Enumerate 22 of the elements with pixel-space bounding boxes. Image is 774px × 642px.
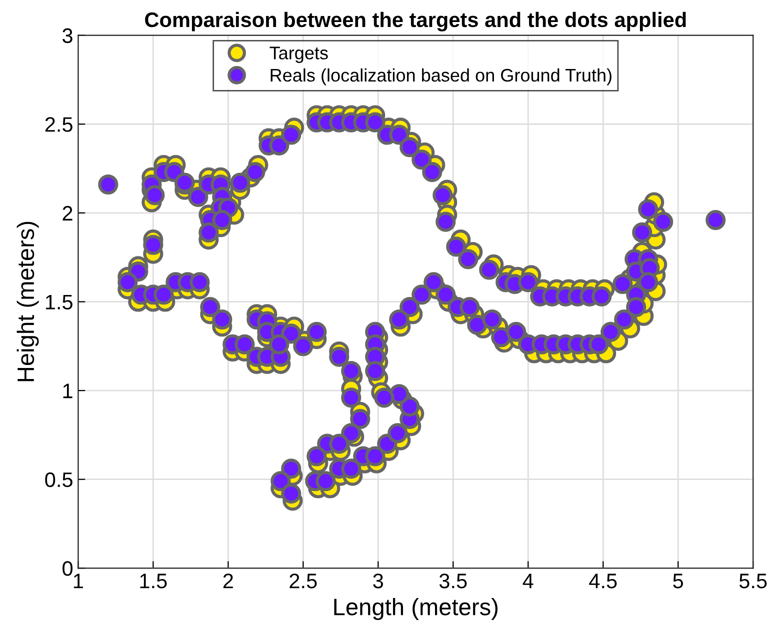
y-tick-label: 0.5 bbox=[45, 472, 72, 488]
legend-label: Reals (localization based on Ground Truth) bbox=[270, 68, 612, 86]
x-tick-label: 5.5 bbox=[739, 574, 767, 588]
x-tick-label: 1.5 bbox=[140, 574, 167, 588]
y-axis-title: Height (meters) bbox=[16, 222, 39, 382]
x-tick-label: 4.5 bbox=[589, 574, 617, 588]
chart-title: Comparaison between the targets and the dots applied bbox=[145, 12, 686, 32]
x-tick-label: 4 bbox=[522, 574, 534, 588]
x-tick-label: 3.5 bbox=[439, 574, 467, 588]
y-tick-label: 2 bbox=[62, 206, 72, 220]
y-tick-label: 2.5 bbox=[45, 117, 72, 132]
legend-label: Targets bbox=[270, 46, 328, 63]
x-tick-label: 1 bbox=[74, 574, 83, 588]
y-tick-label: 1.5 bbox=[46, 294, 72, 310]
x-axis-title: Length (meters) bbox=[334, 598, 498, 620]
y-tick-label: 1 bbox=[63, 384, 72, 398]
x-tick-label: 2.5 bbox=[290, 574, 317, 588]
x-tick-label: 5 bbox=[673, 574, 684, 588]
y-tick-label: 0 bbox=[62, 561, 72, 576]
x-tick-label: 3 bbox=[373, 574, 384, 588]
y-tick-label: 3 bbox=[62, 28, 72, 44]
x-tick-label: 2 bbox=[223, 574, 233, 588]
